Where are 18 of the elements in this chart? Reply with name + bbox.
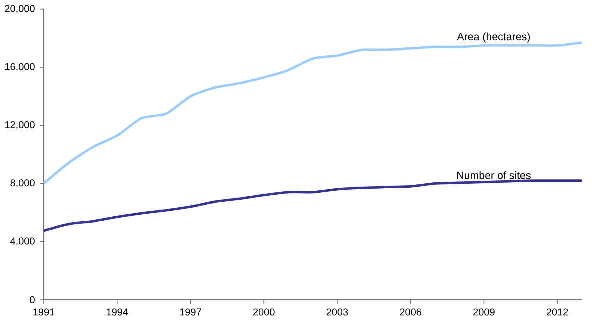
y-tick-label: 12,000 bbox=[5, 121, 35, 130]
x-tick-label: 2009 bbox=[474, 308, 495, 316]
y-tick-label: 20,000 bbox=[5, 5, 35, 14]
x-tick-label: 1991 bbox=[34, 308, 55, 316]
line-series bbox=[42, 180, 584, 232]
series-label: Area (hectares) bbox=[457, 32, 530, 43]
y-tick-label: 16,000 bbox=[5, 63, 35, 72]
x-tick-label: 1994 bbox=[107, 308, 128, 316]
x-tick-label: 1997 bbox=[180, 308, 202, 316]
series-label: Number of sites bbox=[457, 171, 531, 180]
y-tick-label: 4,000 bbox=[10, 238, 35, 246]
x-tick-label: 2012 bbox=[546, 308, 568, 316]
y-tick-label: 8,000 bbox=[10, 180, 35, 188]
x-tick-label: 2003 bbox=[326, 308, 348, 316]
x-tick-label: 2000 bbox=[253, 308, 275, 316]
line-series bbox=[42, 42, 584, 185]
y-tick-label: 0 bbox=[30, 296, 35, 304]
x-tick-label: 2006 bbox=[400, 308, 422, 316]
